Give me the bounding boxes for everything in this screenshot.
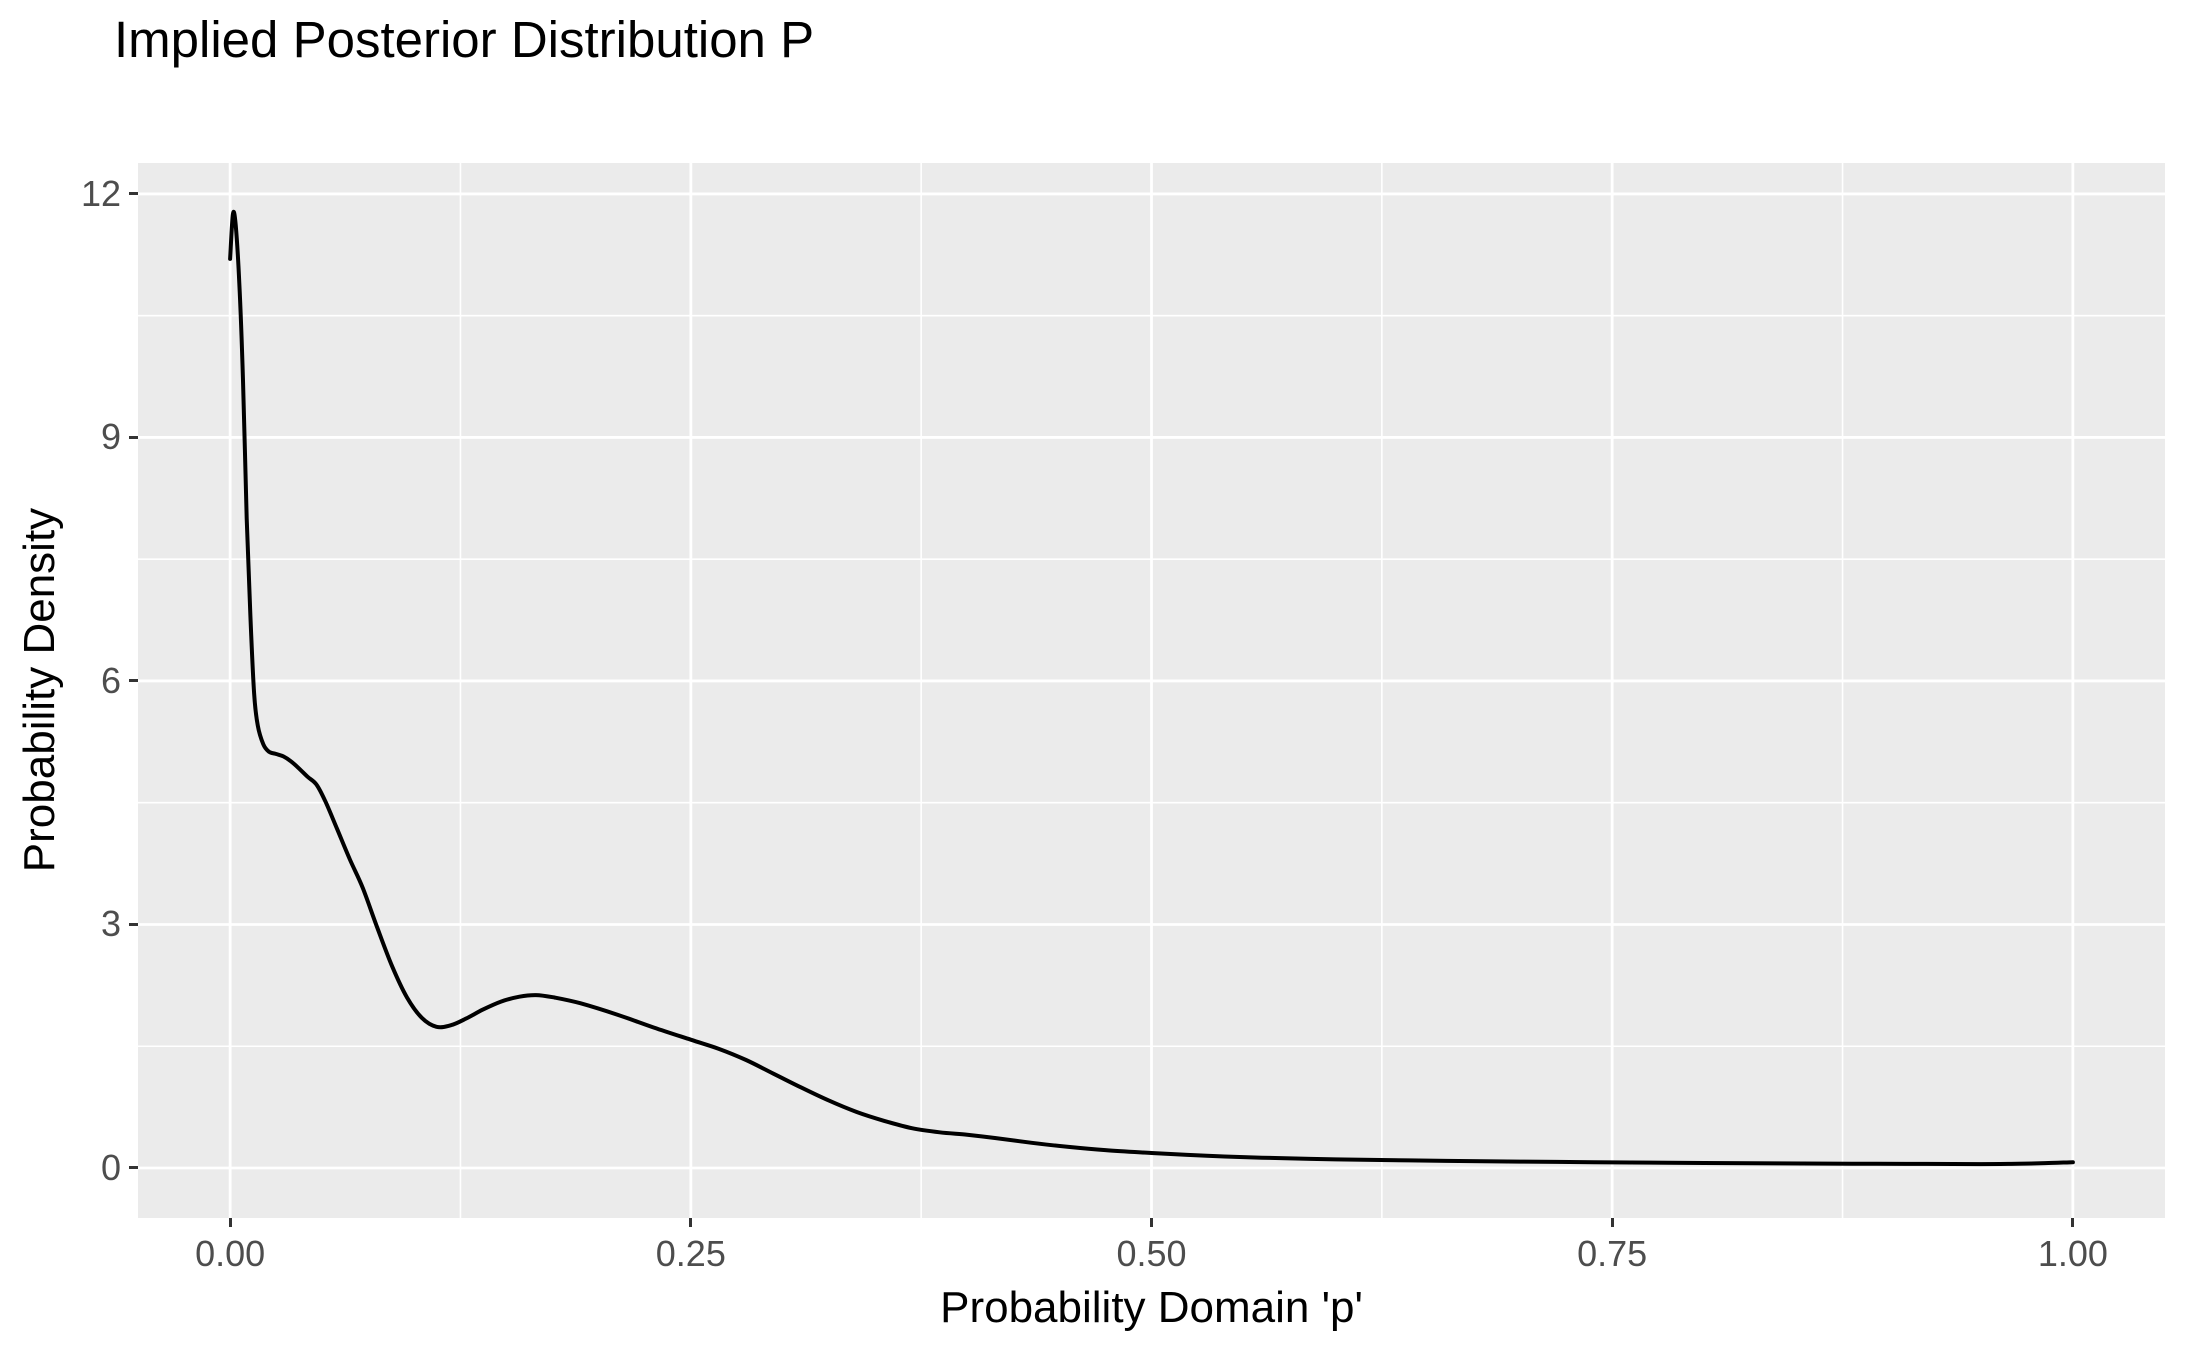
x-axis-title: Probability Domain 'p' <box>940 1283 1363 1332</box>
x-tick-mark <box>1150 1218 1153 1227</box>
x-tick-label: 1.00 <box>2037 1233 2108 1274</box>
x-tick-label: 0.50 <box>1116 1233 1187 1274</box>
density-curve <box>228 209 2075 1167</box>
x-tick-label: 0.75 <box>1577 1233 1648 1274</box>
chart-title: Implied Posterior Distribution P <box>114 11 815 68</box>
y-tick-mark <box>129 679 138 683</box>
y-tick-label: 3 <box>100 903 121 945</box>
y-tick-label: 6 <box>100 659 121 701</box>
x-tick-label: 0.00 <box>195 1233 266 1274</box>
y-tick-label: 12 <box>80 172 121 214</box>
x-tick-label: 0.25 <box>655 1233 726 1274</box>
x-tick-mark <box>1610 1218 1614 1227</box>
x-tick-mark <box>689 1218 693 1227</box>
y-tick-mark <box>129 435 138 439</box>
y-tick-mark <box>129 922 138 926</box>
y-tick-label: 9 <box>100 416 121 458</box>
y-tick-mark <box>129 1166 138 1170</box>
x-tick-mark <box>2071 1218 2075 1227</box>
y-tick-mark <box>129 192 138 196</box>
plot-panel <box>138 163 2165 1218</box>
x-tick-mark <box>228 1218 232 1227</box>
y-tick-label: 0 <box>100 1146 121 1188</box>
density-curve-svg <box>138 163 2165 1218</box>
